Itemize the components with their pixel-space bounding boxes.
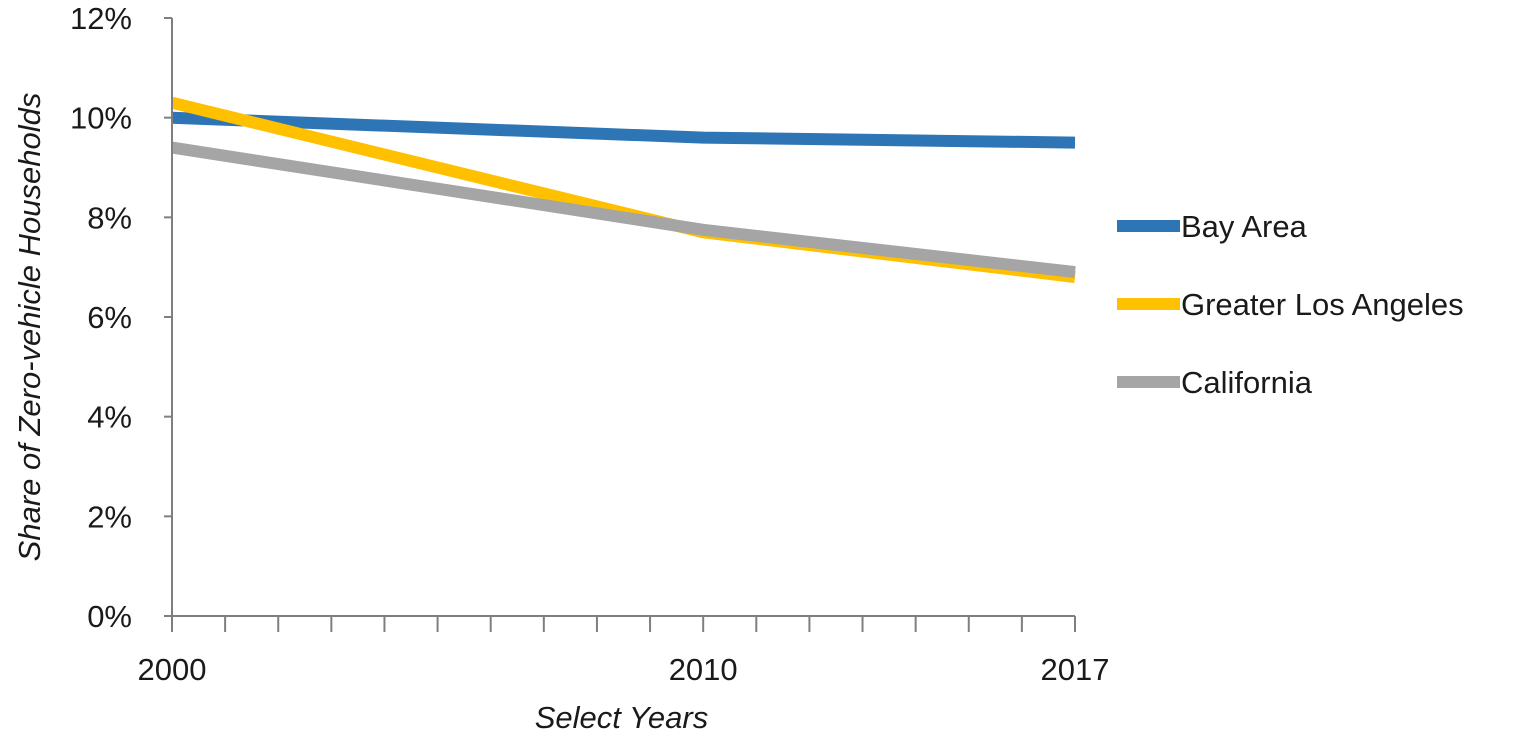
legend: Bay Area Greater Los Angeles California [1117, 209, 1464, 400]
x-tick-label: 2000 [138, 652, 207, 687]
y-tick-label: 0% [87, 599, 132, 634]
y-tick-label: 6% [87, 300, 132, 335]
legend-label: Bay Area [1181, 209, 1308, 244]
y-tick-label: 4% [87, 400, 132, 435]
x-tick-label: 2017 [1041, 652, 1110, 687]
legend-label: California [1181, 365, 1313, 400]
axes-layer [171, 18, 1075, 617]
series-layer [170, 96, 1076, 284]
x-tick-label: 2010 [669, 652, 738, 687]
y-tick-label: 8% [87, 200, 132, 235]
y-ticks-layer: 0% 2% 4% 6% 8% 10% 12% [70, 1, 172, 634]
y-tick-label: 2% [87, 499, 132, 534]
series-line-california [171, 141, 1076, 279]
y-tick-label: 12% [70, 1, 132, 36]
x-axis-title: Select Years [535, 700, 708, 735]
x-ticks-layer: 2000 2010 2017 [138, 616, 1110, 687]
y-tick-label: 10% [70, 101, 132, 136]
legend-label: Greater Los Angeles [1181, 287, 1464, 322]
y-axis-title: Share of Zero-vehicle Households [12, 93, 47, 562]
series-line-bay-area [171, 111, 1076, 149]
